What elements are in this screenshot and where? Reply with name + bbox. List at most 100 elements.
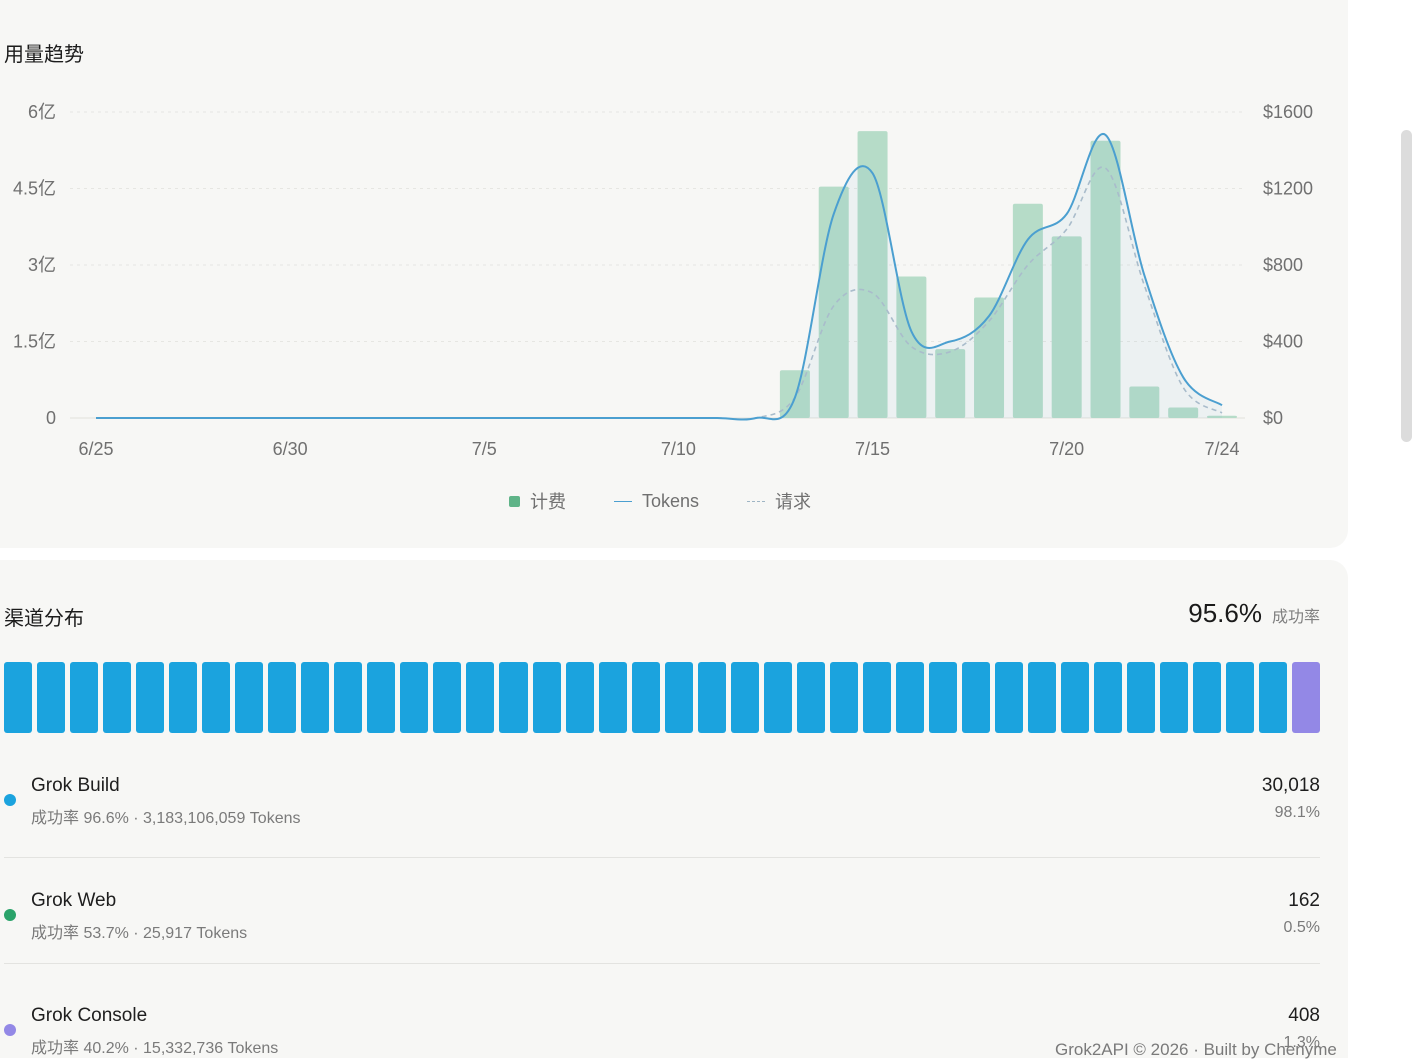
success-rate-label: 成功率: [1271, 609, 1320, 626]
legend-line-swatch: [613, 500, 632, 502]
channel-share: 0.5%: [1283, 919, 1320, 936]
usage-trend-card: 用量趋势 0 $0 1.5亿 $400 3亿 $800 4.5亿 $1200 6亿 $1600 6/…: [0, 0, 1348, 548]
bar-billing: [1090, 140, 1121, 418]
distribution-segment: [631, 662, 660, 733]
distribution-segment: [1094, 662, 1123, 733]
legend-item-billing[interactable]: 计费: [508, 488, 566, 514]
legend-label-tokens: Tokens: [641, 490, 700, 511]
legend-dash-swatch: [747, 500, 766, 502]
channel-stats: 成功率 96.6% · 3,183,106,059 Tokens: [31, 810, 301, 827]
distribution-segment: [862, 662, 891, 733]
tokens-line: [96, 133, 1223, 421]
tokens-area: [96, 133, 1222, 420]
y-left-tick-label: 1.5亿: [13, 332, 56, 352]
distribution-segment: [1193, 662, 1222, 733]
bar-billing: [1129, 386, 1160, 418]
bar-billing: [857, 131, 888, 418]
distribution-segment: [796, 662, 825, 733]
y-left-tick-label: 4.5亿: [13, 179, 56, 199]
distribution-segment: [268, 662, 297, 733]
channel-name: Grok Web: [31, 890, 117, 911]
channel-row-grok-build[interactable]: Grok Build 成功率 96.6% · 3,183,106,059 Tok…: [0, 765, 1320, 827]
channel-share: 1.3%: [1283, 1034, 1320, 1051]
distribution-segment: [730, 662, 759, 733]
legend-item-tokens[interactable]: Tokens: [613, 488, 700, 514]
bar-billing: [896, 276, 927, 418]
distribution-segment: [70, 662, 99, 733]
distribution-segment: [829, 662, 858, 733]
x-tick-label: 7/15: [855, 439, 890, 459]
bar-billing: [1012, 203, 1043, 418]
distribution-segment: [1292, 662, 1321, 733]
channel-row-grok-web[interactable]: Grok Web 成功率 53.7% · 25,917 Tokens 162 0…: [0, 880, 1320, 942]
distribution-segment: [103, 662, 132, 733]
distribution-segment: [532, 662, 561, 733]
distribution-segment: [1259, 662, 1288, 733]
bar-billing: [935, 349, 966, 418]
distribution-segment: [301, 662, 330, 733]
distribution-segment: [433, 662, 462, 733]
y-right-tick-label: $1200: [1263, 179, 1313, 199]
distribution-segment: [664, 662, 693, 733]
channel-name: Grok Build: [31, 775, 120, 796]
distribution-segment: [499, 662, 528, 733]
y-left-tick-label: 0: [46, 408, 56, 428]
page-scrollbar[interactable]: [1401, 130, 1412, 442]
usage-trend-chart: 0 $0 1.5亿 $400 3亿 $800 4.5亿 $1200 6亿 $1600 6/25 6/3…: [13, 102, 1313, 459]
legend-label-requests: 请求: [775, 492, 812, 512]
y-right-tick-label: $400: [1263, 332, 1303, 352]
channel-stats: 成功率 40.2% · 15,332,736 Tokens: [31, 1040, 279, 1057]
distribution-segment: [4, 662, 33, 733]
distribution-segment: [466, 662, 495, 733]
distribution-segment: [136, 662, 165, 733]
bar-billing: [1207, 415, 1237, 418]
y-left-tick-label: 6亿: [28, 102, 56, 122]
x-tick-label: 7/24: [1204, 439, 1239, 459]
distribution-segment: [994, 662, 1023, 733]
row-divider: [4, 857, 1320, 858]
channel-distribution-bar: [4, 662, 1321, 733]
overall-success-rate: 95.6% 成功率: [1188, 598, 1320, 629]
distribution-segment: [367, 662, 396, 733]
channel-share: 98.1%: [1274, 804, 1320, 821]
channel-distribution-card: 渠道分布 95.6% 成功率 Grok Build 成功率 96.6% · 3,…: [0, 560, 1348, 1058]
distribution-segment: [400, 662, 429, 733]
channel-name: Grok Console: [31, 1005, 148, 1026]
x-tick-label: 6/25: [78, 439, 113, 459]
x-tick-label: 7/5: [472, 439, 497, 459]
x-tick-label: 6/30: [273, 439, 308, 459]
y-right-tick-label: $1600: [1263, 102, 1313, 122]
distribution-segment: [763, 662, 792, 733]
chart-legend[interactable]: 计费 Tokens 请求: [0, 488, 1320, 514]
distribution-segment: [334, 662, 363, 733]
y-right-tick-label: $0: [1263, 408, 1283, 428]
channel-request-count: 408: [1288, 1005, 1320, 1026]
distribution-segment: [1027, 662, 1056, 733]
distribution-segment: [1226, 662, 1255, 733]
channel-stats: 成功率 53.7% · 25,917 Tokens: [31, 925, 248, 942]
row-divider: [4, 963, 1320, 964]
distribution-segment: [169, 662, 198, 733]
distribution-segment: [1160, 662, 1189, 733]
x-tick-label: 7/20: [1049, 439, 1084, 459]
x-tick-label: 7/10: [661, 439, 696, 459]
channel-request-count: 162: [1288, 890, 1320, 911]
channel-row-grok-console[interactable]: Grok Console 成功率 40.2% · 15,332,736 Toke…: [0, 995, 1320, 1057]
distribution-segment: [202, 662, 231, 733]
distribution-segment: [961, 662, 990, 733]
distribution-segment: [235, 662, 264, 733]
bar-billing: [974, 297, 1005, 418]
bar-billing: [1168, 407, 1199, 418]
channel-color-dot: [4, 1024, 16, 1036]
distribution-segment: [928, 662, 957, 733]
legend-bar-swatch: [508, 495, 520, 507]
legend-label-billing: 计费: [529, 492, 566, 512]
channel-color-dot: [4, 909, 16, 921]
legend-item-requests[interactable]: 请求: [747, 488, 811, 514]
channel-color-dot: [4, 794, 16, 806]
y-left-tick-label: 3亿: [28, 255, 56, 275]
success-rate-value: 95.6%: [1188, 598, 1262, 628]
distribution-segment: [895, 662, 924, 733]
distribution-segment: [697, 662, 726, 733]
distribution-segment: [598, 662, 627, 733]
